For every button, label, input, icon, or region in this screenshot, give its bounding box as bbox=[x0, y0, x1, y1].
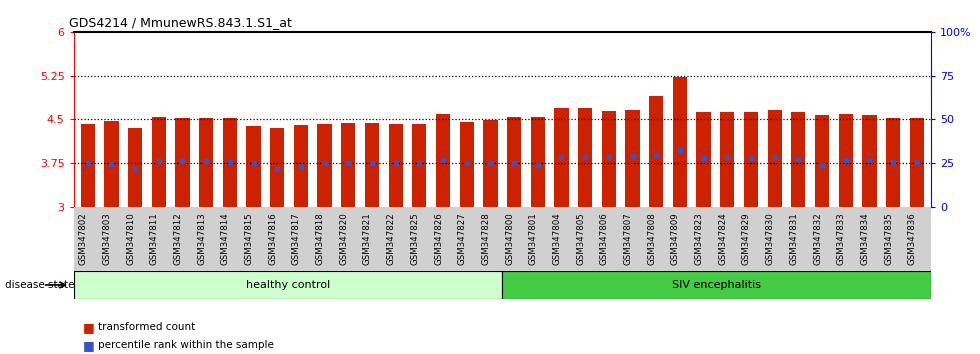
Bar bbox=[388, 124, 403, 207]
Bar bbox=[80, 124, 95, 207]
Text: GSM347828: GSM347828 bbox=[481, 212, 490, 265]
Bar bbox=[270, 128, 284, 207]
Text: GSM347804: GSM347804 bbox=[553, 212, 562, 265]
Text: GSM347823: GSM347823 bbox=[695, 212, 704, 265]
Text: GSM347826: GSM347826 bbox=[434, 212, 443, 265]
Text: GSM347835: GSM347835 bbox=[884, 212, 893, 265]
Text: GSM347807: GSM347807 bbox=[623, 212, 632, 265]
Bar bbox=[74, 271, 502, 299]
Text: GSM347809: GSM347809 bbox=[671, 212, 680, 265]
Text: GSM347831: GSM347831 bbox=[789, 212, 799, 265]
Bar bbox=[909, 118, 924, 207]
Text: GDS4214 / MmunewRS.843.1.S1_at: GDS4214 / MmunewRS.843.1.S1_at bbox=[70, 16, 292, 29]
Bar bbox=[862, 115, 876, 207]
Bar bbox=[436, 114, 450, 207]
Text: percentile rank within the sample: percentile rank within the sample bbox=[98, 340, 273, 350]
Bar bbox=[413, 124, 426, 207]
Bar bbox=[839, 114, 853, 207]
Text: transformed count: transformed count bbox=[98, 322, 195, 332]
Bar bbox=[673, 78, 687, 207]
Text: GSM347834: GSM347834 bbox=[860, 212, 869, 265]
Text: disease state: disease state bbox=[5, 280, 74, 290]
Text: ■: ■ bbox=[83, 339, 95, 352]
Text: GSM347821: GSM347821 bbox=[363, 212, 372, 265]
Bar bbox=[507, 116, 521, 207]
Text: ■: ■ bbox=[83, 321, 95, 334]
Text: GSM347814: GSM347814 bbox=[220, 212, 230, 265]
Bar bbox=[886, 118, 901, 207]
Bar bbox=[365, 123, 379, 207]
Bar bbox=[104, 121, 119, 207]
Text: GSM347812: GSM347812 bbox=[173, 212, 182, 265]
Bar bbox=[222, 118, 237, 207]
Text: GSM347803: GSM347803 bbox=[102, 212, 112, 265]
Bar bbox=[199, 118, 214, 207]
Bar bbox=[502, 271, 931, 299]
Bar bbox=[460, 122, 473, 207]
Text: GSM347817: GSM347817 bbox=[292, 212, 301, 265]
Text: GSM347830: GSM347830 bbox=[765, 212, 774, 265]
Bar bbox=[294, 125, 308, 207]
Text: SIV encephalitis: SIV encephalitis bbox=[672, 280, 761, 290]
Text: healthy control: healthy control bbox=[246, 280, 330, 290]
Bar bbox=[578, 108, 592, 207]
Text: GSM347825: GSM347825 bbox=[411, 212, 419, 265]
Text: GSM347829: GSM347829 bbox=[742, 212, 751, 265]
Bar bbox=[767, 109, 782, 207]
Text: GSM347820: GSM347820 bbox=[339, 212, 348, 265]
Text: GSM347800: GSM347800 bbox=[505, 212, 514, 265]
Bar bbox=[720, 113, 734, 207]
Text: GSM347806: GSM347806 bbox=[600, 212, 609, 265]
Text: GSM347836: GSM347836 bbox=[907, 212, 916, 265]
Bar bbox=[175, 118, 189, 207]
Bar bbox=[318, 124, 331, 207]
Bar bbox=[341, 123, 356, 207]
Text: GSM347805: GSM347805 bbox=[576, 212, 585, 265]
Text: GSM347818: GSM347818 bbox=[316, 212, 324, 265]
Bar bbox=[128, 128, 142, 207]
Text: GSM347832: GSM347832 bbox=[813, 212, 822, 265]
Bar bbox=[555, 108, 568, 207]
Bar bbox=[649, 96, 663, 207]
Text: GSM347822: GSM347822 bbox=[387, 212, 396, 265]
Bar bbox=[483, 120, 498, 207]
Text: GSM347815: GSM347815 bbox=[245, 212, 254, 265]
Bar bbox=[744, 113, 759, 207]
Bar bbox=[531, 116, 545, 207]
Text: GSM347827: GSM347827 bbox=[458, 212, 466, 265]
Text: GSM347811: GSM347811 bbox=[150, 212, 159, 265]
Bar bbox=[246, 126, 261, 207]
Text: GSM347824: GSM347824 bbox=[718, 212, 727, 265]
Bar bbox=[152, 116, 166, 207]
Bar bbox=[815, 115, 829, 207]
Text: GSM347813: GSM347813 bbox=[197, 212, 206, 265]
Text: GSM347802: GSM347802 bbox=[78, 212, 88, 265]
Text: GSM347808: GSM347808 bbox=[647, 212, 657, 265]
Text: GSM347816: GSM347816 bbox=[269, 212, 277, 265]
Bar bbox=[625, 109, 640, 207]
Bar bbox=[602, 111, 616, 207]
Text: GSM347833: GSM347833 bbox=[837, 212, 846, 265]
Text: GSM347810: GSM347810 bbox=[126, 212, 135, 265]
Text: GSM347801: GSM347801 bbox=[529, 212, 538, 265]
Bar bbox=[791, 113, 806, 207]
Bar bbox=[697, 112, 710, 207]
